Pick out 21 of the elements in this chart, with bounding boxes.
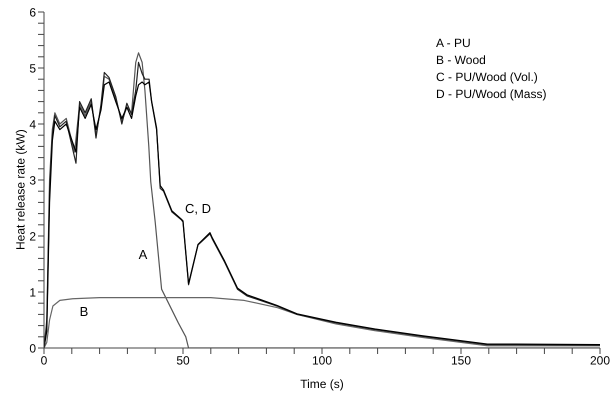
annotation: B - Wood <box>436 52 487 69</box>
x-tick-label: 50 <box>176 354 190 368</box>
annotation: A <box>138 247 148 263</box>
y-tick-label: 6 <box>29 5 36 20</box>
annotation: D - PU/Wood (Mass) <box>436 86 546 103</box>
y-tick-label: 1 <box>29 285 36 300</box>
y-tick-label: 5 <box>29 61 36 76</box>
x-tick-label: 150 <box>450 354 472 368</box>
y-tick-label: 0 <box>29 341 36 356</box>
annotation: C - PU/Wood (Vol.) <box>436 69 539 86</box>
x-tick-label: 100 <box>312 354 332 368</box>
x-axis-title: Time (s) <box>300 377 344 391</box>
x-tick-label: 200 <box>590 354 610 368</box>
annotation: A - PU <box>436 35 472 52</box>
y-tick-label: 4 <box>29 117 36 132</box>
y-tick-label: 3 <box>29 173 36 188</box>
annotation: B <box>78 304 90 320</box>
y-axis-title: Heat release rate (kW) <box>13 129 28 250</box>
x-tick-label: 0 <box>40 354 48 368</box>
y-tick-label: 2 <box>29 229 36 244</box>
annotation: C, D <box>184 201 212 217</box>
